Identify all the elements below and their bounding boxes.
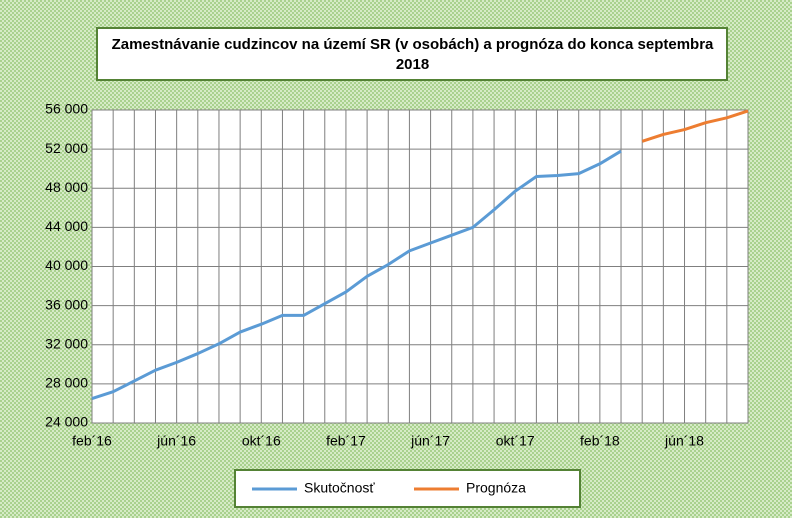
line — [91, 149, 622, 400]
plot-border — [91, 109, 749, 424]
x-tick-label: feb´17 — [326, 433, 366, 449]
legend-box — [234, 469, 581, 508]
x-tick-label: okt´17 — [496, 433, 535, 449]
x-tick-label: jún´18 — [664, 433, 704, 449]
chart-title: Zamestnávanie cudzincov na území SR (v o… — [111, 36, 714, 73]
legend-label: Prognóza — [466, 480, 526, 496]
y-tick-label: 36 000 — [45, 296, 88, 312]
title-box — [96, 27, 728, 81]
y-tick-label: 56 000 — [45, 101, 88, 117]
y-tick-label: 44 000 — [45, 218, 88, 234]
y-tick-label: 28 000 — [45, 375, 88, 391]
x-tick-label: feb´16 — [72, 433, 112, 449]
y-tick-label: 40 000 — [45, 257, 88, 273]
y-tick-label: 52 000 — [45, 140, 88, 156]
y-tick-label: 24 000 — [45, 414, 88, 430]
y-tick-label: 32 000 — [45, 335, 88, 351]
legend-label: Skutočnosť — [304, 480, 375, 496]
x-tick-label: feb´18 — [580, 433, 620, 449]
x-tick-label: okt´16 — [242, 433, 281, 449]
x-tick-label: jún´16 — [156, 433, 196, 449]
x-tick-label: jún´17 — [410, 433, 450, 449]
line — [641, 109, 749, 143]
y-tick-label: 48 000 — [45, 179, 88, 195]
